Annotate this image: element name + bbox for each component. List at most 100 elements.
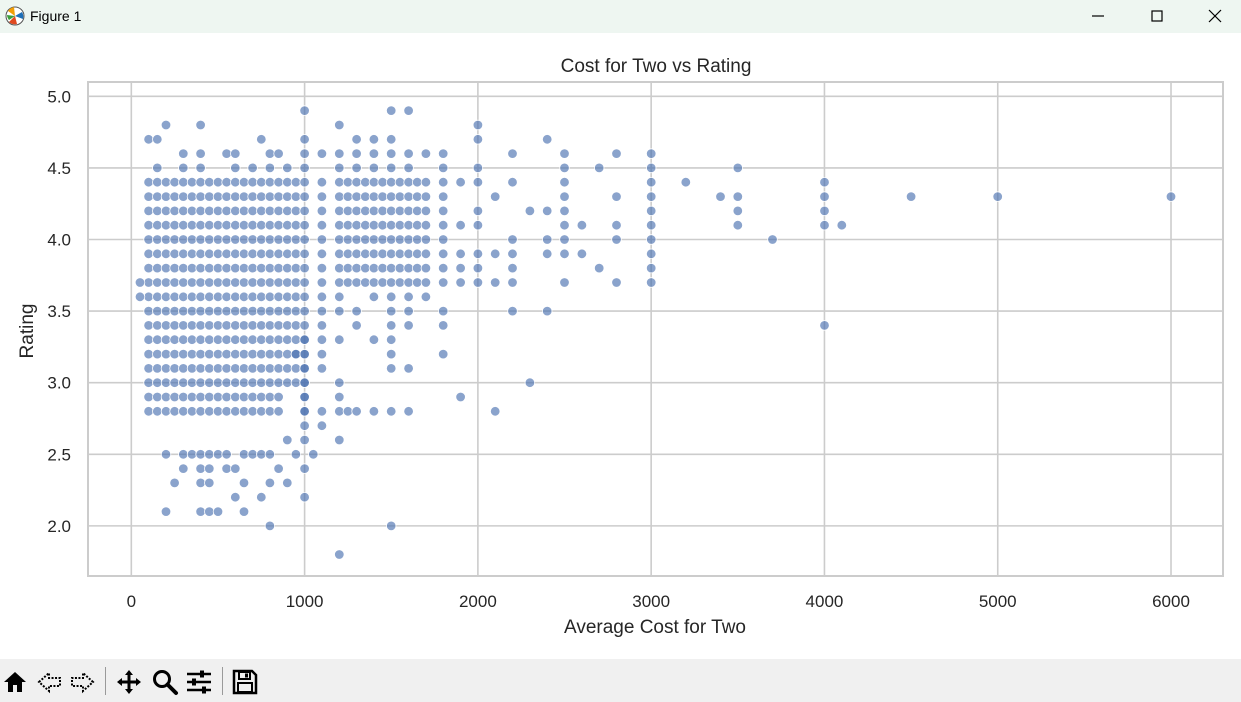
data-point	[273, 377, 284, 388]
back-button[interactable]	[34, 668, 64, 696]
data-point	[160, 176, 172, 188]
save-button[interactable]	[230, 668, 260, 696]
data-point	[472, 219, 484, 231]
data-point	[403, 148, 414, 159]
data-point	[178, 406, 189, 417]
data-point	[212, 176, 224, 188]
data-point	[143, 176, 154, 188]
data-point	[230, 363, 241, 374]
maximize-button[interactable]	[1128, 0, 1186, 33]
data-point	[160, 205, 172, 217]
data-point	[377, 277, 388, 288]
data-point	[169, 219, 180, 231]
data-point	[386, 520, 397, 532]
data-point	[212, 363, 224, 374]
zoom-button[interactable]	[150, 668, 180, 696]
configure-subplots-button[interactable]	[184, 668, 214, 696]
data-point	[351, 148, 362, 159]
data-point	[264, 320, 276, 331]
data-point	[490, 191, 501, 202]
data-point	[152, 176, 163, 188]
data-point	[455, 391, 466, 403]
data-point	[221, 148, 232, 159]
data-point	[576, 219, 588, 231]
data-point	[559, 234, 570, 245]
data-point	[455, 176, 466, 188]
data-point	[282, 205, 293, 217]
data-point	[360, 205, 371, 217]
data-point	[316, 320, 328, 331]
data-point	[316, 420, 328, 431]
data-point	[143, 334, 154, 345]
data-point	[160, 291, 172, 303]
pan-button[interactable]	[114, 668, 144, 696]
data-point	[542, 234, 553, 245]
data-point	[221, 262, 232, 274]
data-point	[594, 162, 605, 174]
data-point	[221, 449, 232, 460]
data-point	[420, 248, 432, 260]
data-point	[299, 134, 310, 145]
figure-canvas[interactable]: Cost for Two vs Rating 0 1000 2000 3000 4000…	[0, 33, 1241, 659]
home-button[interactable]	[0, 668, 30, 696]
data-point	[221, 219, 232, 231]
data-point	[143, 191, 154, 202]
y-tick-label: 4.0	[47, 231, 71, 250]
data-point	[836, 219, 848, 231]
data-point	[342, 191, 354, 202]
data-point	[264, 248, 276, 260]
data-point	[342, 262, 354, 274]
data-point	[386, 205, 397, 217]
data-point	[290, 334, 302, 345]
data-point	[351, 406, 362, 417]
minimize-button[interactable]	[1069, 0, 1127, 33]
close-button[interactable]	[1186, 0, 1241, 33]
data-point	[212, 219, 224, 231]
data-point	[186, 291, 198, 303]
data-point	[351, 305, 362, 317]
data-point	[178, 176, 189, 188]
data-point	[403, 262, 414, 274]
data-point	[186, 320, 198, 331]
data-point	[212, 377, 224, 388]
data-point	[420, 219, 432, 231]
data-point	[204, 363, 215, 374]
data-point	[472, 205, 484, 217]
data-point	[334, 434, 345, 446]
data-point	[264, 363, 276, 374]
data-point	[299, 406, 310, 417]
scatter-chart[interactable]: Cost for Two vs Rating 0 1000 2000 3000 4000…	[0, 33, 1241, 659]
data-point	[334, 277, 345, 288]
data-point	[334, 549, 345, 560]
data-point	[420, 148, 432, 159]
data-point	[204, 391, 215, 403]
data-point	[360, 262, 371, 274]
data-point	[273, 305, 284, 317]
data-point	[204, 191, 215, 202]
data-point	[299, 492, 310, 503]
data-point	[646, 191, 657, 202]
data-point	[472, 248, 484, 260]
data-point	[221, 305, 232, 317]
data-point	[342, 205, 354, 217]
forward-button[interactable]	[68, 668, 98, 696]
data-point	[351, 176, 362, 188]
data-point	[247, 234, 258, 245]
data-point	[368, 219, 380, 231]
data-point	[160, 119, 172, 131]
data-point	[247, 277, 258, 288]
data-point	[264, 391, 276, 403]
data-point	[316, 334, 328, 345]
data-point	[438, 262, 449, 274]
data-point	[160, 320, 172, 331]
data-point	[212, 291, 224, 303]
data-point	[273, 334, 284, 345]
data-point	[256, 291, 267, 303]
data-point	[282, 291, 293, 303]
data-point	[238, 391, 250, 403]
data-point	[282, 248, 293, 260]
data-point	[238, 205, 250, 217]
data-point	[186, 262, 198, 274]
data-point	[152, 162, 163, 174]
data-point	[152, 320, 163, 331]
